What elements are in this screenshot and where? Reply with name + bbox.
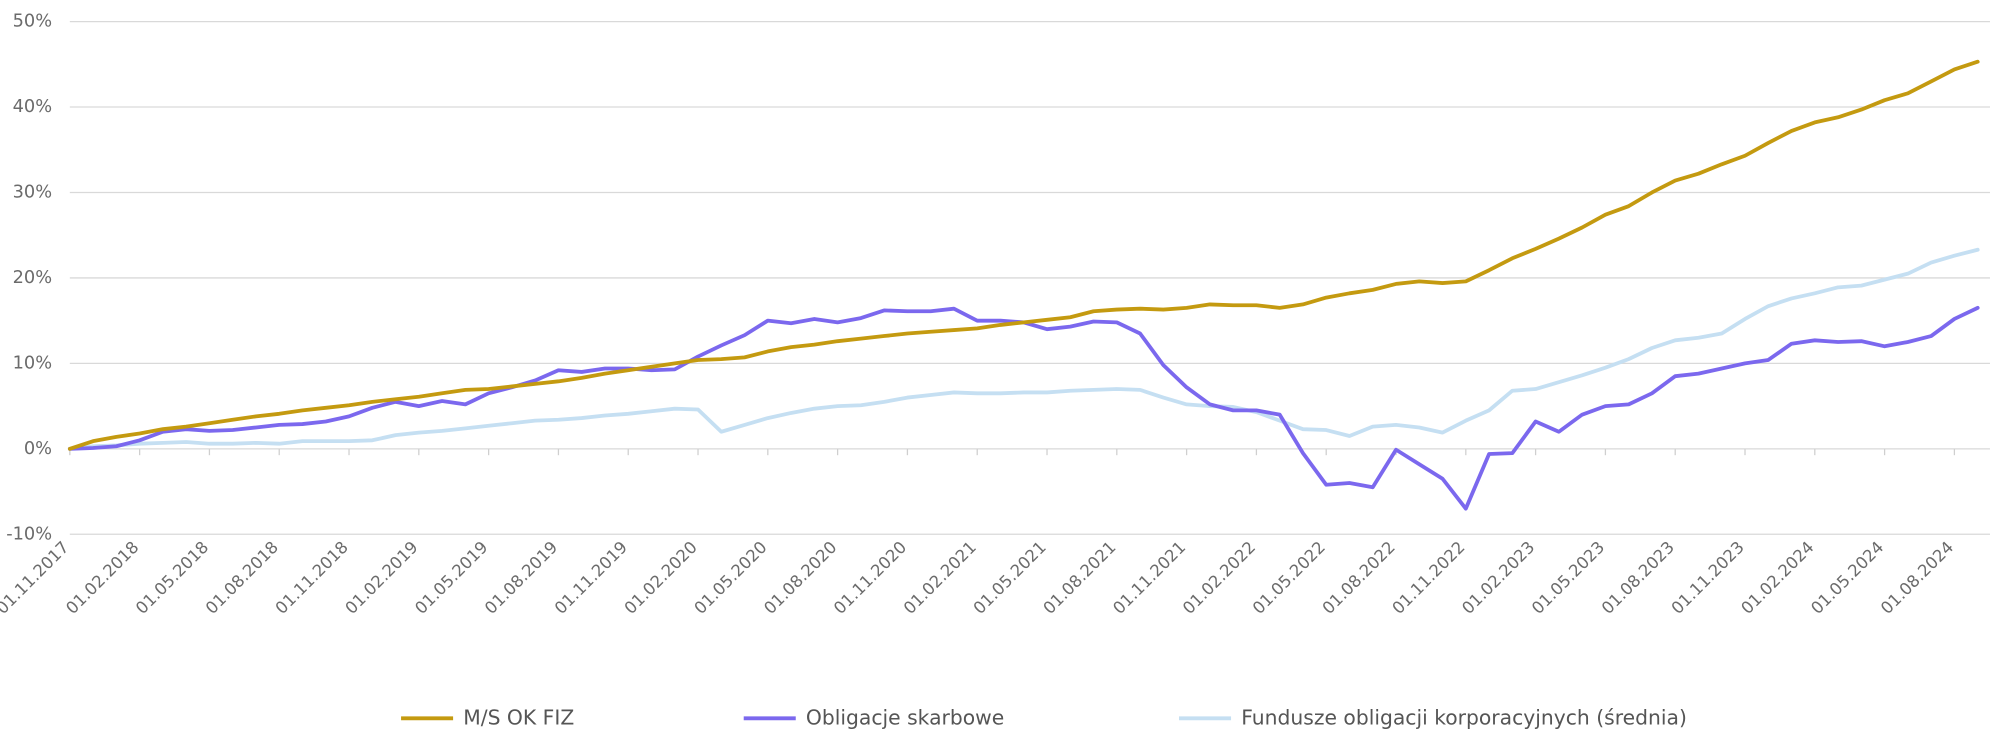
x-tick-label: 01.05.2018 <box>132 538 212 618</box>
y-tick-label: -10% <box>6 524 52 544</box>
y-tick-label: 0% <box>24 439 52 459</box>
legend-item: M/S OK FIZ <box>401 705 574 729</box>
x-tick-label: 01.02.2022 <box>1179 538 1259 618</box>
y-tick-label: 10% <box>13 353 52 373</box>
y-tick-label: 40% <box>13 97 52 117</box>
x-tick-label: 01.02.2023 <box>1458 538 1538 618</box>
x-tick-label: 01.02.2018 <box>62 538 142 618</box>
y-tick-label: 50% <box>13 12 52 32</box>
x-tick-label: 01.11.2021 <box>1109 538 1189 618</box>
x-tick-label: 01.08.2024 <box>1877 538 1957 618</box>
series-line <box>67 59 1980 451</box>
x-tick-label: 01.05.2024 <box>1807 538 1887 618</box>
x-tick-label: 01.02.2020 <box>621 538 701 618</box>
x-tick-label: 01.08.2021 <box>1039 538 1119 618</box>
x-tick-label: 01.02.2021 <box>900 538 980 618</box>
x-tick-label: 01.02.2019 <box>341 538 421 618</box>
x-tick-label: 01.11.2017 <box>0 538 73 618</box>
x-tick-label: 01.08.2020 <box>760 538 840 618</box>
legend-label: Fundusze obligacji korporacyjnych (średn… <box>1241 705 1687 729</box>
x-tick-label: 01.05.2021 <box>970 538 1050 618</box>
x-tick-label: 01.08.2022 <box>1319 538 1399 618</box>
x-tick-label: 01.08.2019 <box>481 538 561 618</box>
series-line <box>67 247 1980 451</box>
legend-item: Obligacje skarbowe <box>743 705 1004 729</box>
y-tick-label: 20% <box>13 268 52 288</box>
legend-label: M/S OK FIZ <box>463 705 574 729</box>
x-tick-label: 01.08.2018 <box>202 538 282 618</box>
x-tick-label: 01.11.2022 <box>1388 538 1468 618</box>
x-tick-label: 01.05.2019 <box>411 538 491 618</box>
x-tick-label: 01.11.2019 <box>551 538 631 618</box>
x-tick-label: 01.11.2018 <box>272 538 352 618</box>
x-tick-label: 01.11.2023 <box>1668 538 1748 618</box>
y-tick-label: 30% <box>13 182 52 202</box>
x-tick-label: 01.02.2024 <box>1737 538 1817 618</box>
x-tick-label: 01.05.2023 <box>1528 538 1608 618</box>
legend-label: Obligacje skarbowe <box>806 705 1004 729</box>
legend-item: Fundusze obligacji korporacyjnych (średn… <box>1179 705 1687 729</box>
x-tick-label: 01.05.2020 <box>690 538 770 618</box>
x-tick-label: 01.05.2022 <box>1249 538 1329 618</box>
x-tick-label: 01.11.2020 <box>830 538 910 618</box>
x-tick-label: 01.08.2023 <box>1598 538 1678 618</box>
